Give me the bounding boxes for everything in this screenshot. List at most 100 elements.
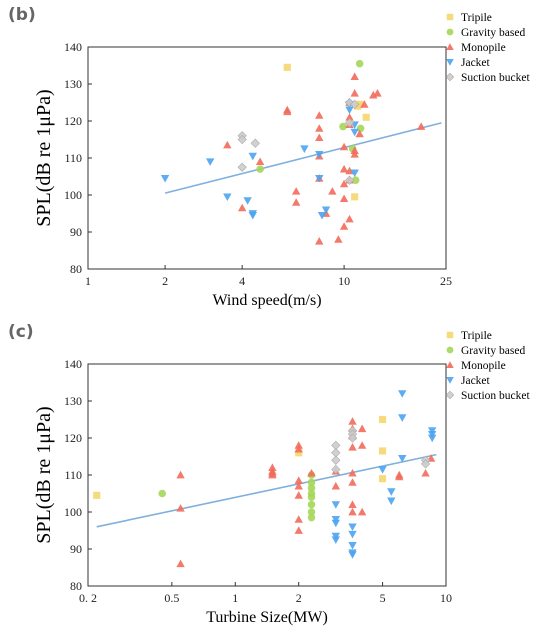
data-point-monopile (339, 222, 349, 230)
data-point-monopile (291, 198, 301, 206)
marker-group-c (93, 390, 437, 568)
data-point-jacket (398, 414, 407, 422)
x-tick-label: 1 (232, 591, 238, 605)
legend-label-monopile: Monopile (461, 360, 506, 372)
data-point-suction-bucket (331, 464, 341, 475)
data-point-jacket (331, 536, 341, 544)
data-point-jacket (350, 169, 359, 177)
legend-c: Tripile Gravity based Monopile Jacket Suctio… (445, 330, 530, 402)
data-point-jacket (348, 523, 357, 531)
data-point-gravity-based (307, 508, 316, 516)
data-point-monopile (176, 504, 185, 512)
x-tick-label: 0.5 (164, 591, 179, 605)
data-point-monopile (348, 478, 357, 486)
data-point-jacket (348, 541, 357, 550)
data-point-monopile (176, 470, 185, 479)
x-tick-label: 25 (440, 274, 452, 288)
data-point-jacket (300, 145, 309, 153)
data-point-monopile (348, 417, 357, 425)
data-point-monopile (348, 500, 357, 508)
data-point-monopile (176, 559, 185, 568)
data-point-monopile (339, 194, 349, 203)
data-point-monopile (416, 122, 426, 130)
y-tick-label: 90 (70, 542, 82, 556)
data-point-monopile (315, 133, 324, 142)
y-axis-title-c: SPL(dB re 1μPa) (33, 406, 55, 543)
legend-marker-gravity-based (446, 28, 454, 36)
x-axis-title-b: Wind speed(m/s) (212, 292, 321, 309)
y-tick-label: 130 (64, 394, 82, 408)
y-tick-label: 100 (64, 188, 82, 202)
data-point-jacket (348, 530, 357, 539)
data-point-monopile (421, 468, 430, 477)
data-point-jacket (331, 519, 341, 528)
data-point-monopile (357, 507, 367, 516)
data-point-monopile (223, 140, 232, 149)
data-point-monopile (339, 164, 349, 173)
data-point-monopile (291, 187, 301, 195)
data-point-monopile (294, 515, 303, 523)
data-point-monopile (339, 142, 349, 151)
data-point-monopile (339, 179, 349, 188)
x-axis-title-c: Turbine Size(MW) (206, 609, 328, 626)
y-tick-label: 90 (70, 225, 82, 239)
data-point-suction-bucket (344, 118, 355, 128)
data-point-monopile (360, 100, 369, 108)
y-tick-label: 140 (64, 40, 82, 54)
trend-line (164, 122, 442, 194)
tick-group-c: 0. 2 0.5 1 2 5 10 80 90 100 110 120 130 140 (64, 357, 452, 605)
panel-c: (c) 0. 2 0.5 1 2 5 10 80 90 100 110 120 130 140 Turb… (8, 322, 530, 626)
data-point-monopile (283, 107, 292, 116)
data-point-monopile (294, 444, 303, 453)
data-point-tripile (378, 415, 387, 424)
data-point-monopile (294, 481, 303, 490)
legend-marker-monopile (446, 43, 454, 51)
data-point-gravity-based (355, 59, 364, 68)
data-point-tripile (378, 447, 387, 455)
data-point-jacket (378, 466, 387, 474)
x-tick-label: 1 (85, 274, 91, 288)
data-point-gravity-based (356, 124, 365, 133)
legend-marker-jacket (446, 58, 454, 66)
data-point-monopile (315, 124, 324, 132)
data-point-monopile (350, 72, 359, 80)
legend-marker-gravity-based (446, 346, 454, 354)
marker-group-b (160, 59, 426, 245)
data-point-suction-bucket (344, 175, 355, 185)
data-point-monopile (328, 187, 337, 195)
legend-marker-suction-bucket (445, 390, 455, 400)
data-point-monopile (315, 111, 324, 119)
x-tick-label: 2 (162, 274, 168, 288)
data-point-suction-bucket (237, 162, 247, 172)
y-tick-label: 110 (64, 151, 82, 165)
data-point-gravity-based (307, 500, 316, 509)
data-point-gravity-based (307, 513, 316, 522)
trend-line (96, 453, 437, 528)
data-point-jacket (160, 174, 170, 183)
legend-label-suction-bucket: Suction bucket (461, 72, 530, 84)
y-axis-title-b: SPL(dB re 1μPa) (33, 89, 55, 226)
data-point-monopile (334, 235, 343, 243)
data-point-suction-bucket (237, 134, 247, 145)
panel-b: (b) 1 2 4 10 25 80 90 100 110 120 130 140 Wind spee… (8, 5, 530, 309)
data-point-gravity-based (307, 493, 316, 501)
data-point-monopile (294, 491, 303, 499)
data-point-jacket (223, 193, 232, 202)
data-point-jacket (248, 152, 257, 161)
data-point-jacket (315, 174, 324, 183)
legend-label-gravity-based: Gravity based (461, 345, 525, 357)
legend-marker-jacket (446, 376, 454, 384)
data-point-monopile (331, 481, 341, 490)
data-point-monopile (357, 424, 367, 433)
x-tick-label: 10 (338, 274, 350, 288)
data-point-suction-bucket (347, 433, 358, 443)
legend-label-tripile: Tripile (461, 12, 492, 24)
data-point-tripile (93, 491, 101, 499)
data-point-tripile (351, 193, 359, 201)
y-tick-label: 120 (64, 114, 82, 128)
data-point-tripile (283, 63, 291, 71)
data-point-gravity-based (307, 478, 316, 487)
data-point-monopile (357, 441, 367, 449)
data-point-tripile (354, 102, 362, 110)
